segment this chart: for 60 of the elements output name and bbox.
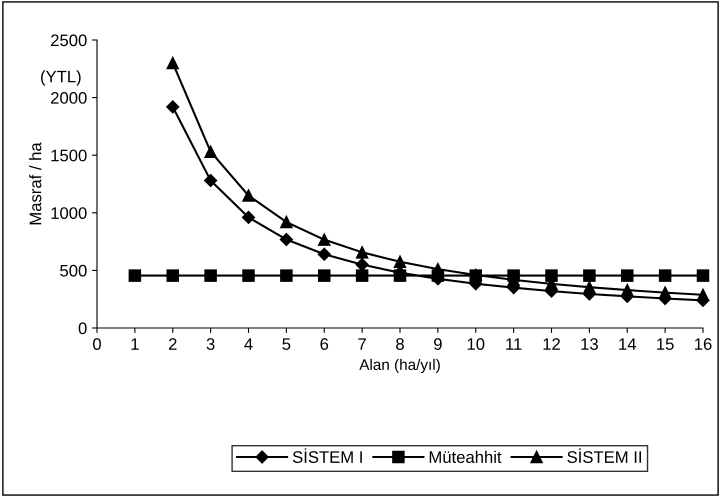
y-tick-label: 2500 [51, 34, 87, 46]
point [204, 174, 218, 188]
x-tick-label: 3 [206, 338, 215, 350]
x-tick-label: 10 [468, 338, 484, 350]
y-tick-label: 1000 [51, 207, 87, 220]
y-tick-label: 2000 [51, 92, 87, 104]
x-tick-label: 1 [132, 338, 139, 350]
point [432, 262, 444, 276]
point [242, 189, 255, 202]
point [280, 216, 293, 228]
x-tick-label: 4 [244, 338, 253, 350]
point [280, 232, 293, 246]
point [356, 246, 368, 259]
point [242, 210, 256, 224]
point [242, 269, 255, 282]
y-tick-label: 500 [60, 264, 87, 277]
y-tick-label: 0 [78, 322, 87, 334]
x-tick-label: 12 [544, 338, 560, 350]
point [204, 269, 217, 282]
legend-label: Müteahhit [430, 450, 502, 463]
x-tick-label: 5 [282, 338, 290, 350]
point [128, 269, 142, 282]
point [696, 269, 710, 282]
point [356, 258, 369, 272]
x-tick-label: 8 [396, 338, 404, 350]
x-tick-label: 0 [93, 338, 101, 350]
point [166, 269, 179, 282]
point [583, 280, 596, 294]
point [166, 100, 180, 114]
point [394, 256, 406, 268]
point [166, 56, 179, 70]
point [658, 269, 672, 282]
point [394, 269, 406, 282]
y-tick-label: 1500 [51, 150, 87, 162]
point [356, 269, 368, 282]
point [621, 269, 634, 282]
y-axis-title: Masraf / ha [29, 142, 42, 224]
point [318, 233, 330, 246]
point [658, 286, 672, 299]
point [583, 269, 596, 282]
point [204, 145, 217, 158]
x-tick-label: 7 [358, 338, 366, 350]
point [280, 269, 293, 282]
x-tick-label: 14 [619, 338, 636, 350]
x-tick-label: 15 [657, 338, 674, 350]
x-tick-label: 16 [695, 338, 712, 350]
point [621, 284, 634, 296]
x-tick-label: 2 [168, 338, 177, 350]
point [545, 269, 558, 282]
point [318, 269, 330, 282]
text: (YTL) [41, 70, 81, 86]
x-tick-label: 9 [434, 338, 442, 350]
legend-label: SİSTEM I [292, 448, 362, 463]
x-tick-label: 11 [506, 338, 522, 350]
point [696, 288, 710, 302]
x-tick-label: 6 [320, 338, 328, 350]
x-tick-label: 13 [581, 338, 598, 350]
point [318, 248, 331, 261]
legend-label: SİSTEM II [567, 448, 641, 463]
x-axis-title: Alan (ha/yıl) [359, 358, 440, 374]
